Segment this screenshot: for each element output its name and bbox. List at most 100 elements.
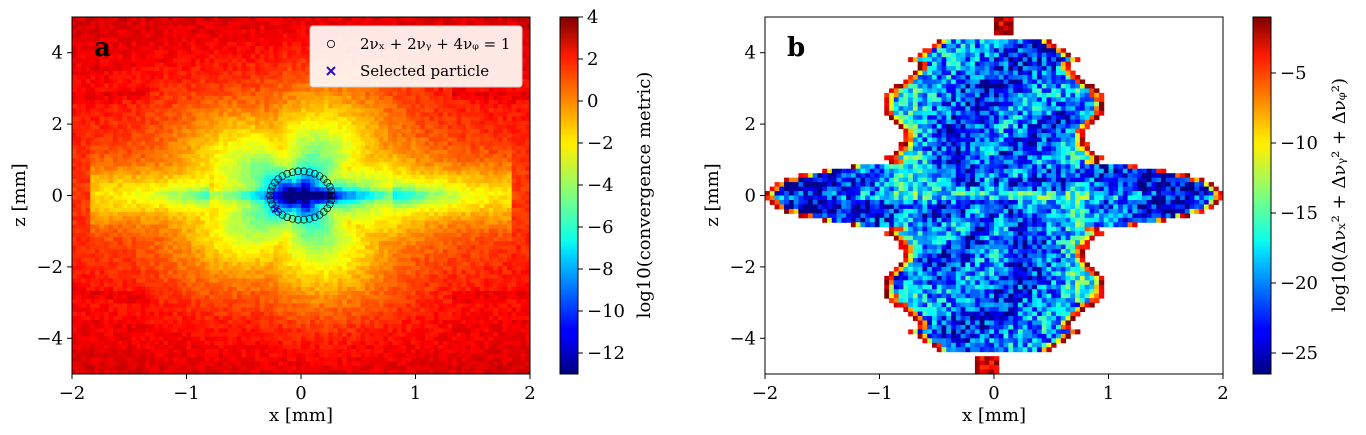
heatmap-cell (117, 162, 123, 168)
heatmap-cell (172, 100, 178, 105)
heatmap-cell (305, 228, 311, 234)
heatmap-cell (172, 365, 178, 371)
heatmap-cell (227, 79, 233, 85)
heatmap-cell (154, 286, 160, 292)
heatmap-cell (200, 274, 206, 280)
heatmap-cell (117, 199, 123, 205)
heatmap-cell (250, 220, 256, 226)
heatmap-cell (168, 120, 174, 126)
heatmap-cell (81, 25, 87, 31)
heatmap-cell (76, 46, 82, 51)
heatmap-cell (99, 133, 105, 138)
heatmap-cell (241, 79, 247, 85)
heatmap-cell (126, 133, 133, 138)
heatmap-cell (282, 203, 288, 209)
heatmap-cell (186, 315, 192, 321)
heatmap-cell (104, 228, 110, 234)
heatmap-cell (259, 361, 265, 367)
heatmap-cell (264, 232, 270, 238)
heatmap-cell (126, 353, 133, 358)
heatmap-cell (227, 199, 233, 205)
heatmap-cell (227, 104, 233, 109)
heatmap-cell (236, 70, 243, 76)
heatmap-cell (131, 120, 137, 126)
heatmap-cell (117, 245, 123, 251)
heatmap-cell (232, 87, 238, 93)
heatmap-cell (72, 46, 78, 51)
heatmap-cell (200, 340, 206, 346)
heatmap-cell (104, 54, 110, 60)
heatmap-cell (136, 87, 142, 93)
heatmap-cell (301, 120, 307, 126)
heatmap-cell (126, 290, 133, 296)
heatmap-cell (264, 149, 270, 155)
heatmap-cell (246, 70, 252, 76)
heatmap-cell (126, 21, 133, 26)
heatmap-cell (310, 183, 316, 188)
heatmap-cell (195, 100, 201, 105)
heatmap-cell (122, 100, 128, 105)
heatmap-cell (163, 332, 169, 338)
heatmap-cell (204, 62, 210, 68)
heatmap-cell (319, 369, 325, 374)
heatmap-cell (246, 274, 252, 280)
heatmap-cell (90, 237, 96, 242)
heatmap-cell (310, 191, 316, 197)
heatmap-cell (126, 145, 133, 151)
heatmap-cell (209, 357, 215, 363)
heatmap-cell (140, 50, 146, 55)
heatmap-cell (291, 112, 298, 118)
heatmap-cell (305, 286, 311, 292)
heatmap-cell (85, 290, 91, 296)
heatmap-cell (122, 266, 128, 271)
heatmap-cell (305, 187, 311, 192)
heatmap-cell (259, 199, 265, 205)
heatmap-cell (236, 46, 243, 51)
heatmap-cell (236, 29, 243, 35)
heatmap-cell (223, 100, 229, 105)
heatmap-cell (81, 75, 87, 80)
heatmap-cell (81, 237, 87, 242)
heatmap-cell (301, 108, 307, 114)
heatmap-cell (204, 299, 210, 305)
heatmap-cell (94, 207, 101, 213)
heatmap-cell (301, 270, 307, 275)
heatmap-cell (195, 220, 201, 226)
heatmap-cell (94, 183, 101, 188)
heatmap-cell (122, 220, 128, 226)
heatmap-cell (278, 282, 284, 288)
heatmap-cell (296, 216, 302, 222)
heatmap-cell (236, 149, 243, 155)
heatmap-cell (268, 37, 275, 43)
heatmap-cell (131, 361, 137, 367)
heatmap-cell (117, 365, 123, 371)
heatmap-cell (154, 162, 160, 168)
heatmap-cell (268, 95, 275, 101)
heatmap-cell (241, 328, 247, 334)
heatmap-cell (255, 166, 261, 172)
heatmap-cell (310, 270, 316, 275)
heatmap-cell (126, 266, 133, 271)
heatmap-cell (163, 21, 169, 26)
heatmap-cell (255, 369, 261, 374)
heatmap-cell (81, 183, 87, 188)
heatmap-cell (81, 253, 87, 259)
heatmap-cell (200, 286, 206, 292)
heatmap-cell (186, 299, 192, 305)
heatmap-cell (319, 158, 325, 163)
heatmap-cell (168, 145, 174, 151)
heatmap-cell (282, 158, 288, 163)
heatmap-cell (259, 66, 265, 72)
heatmap-cell (296, 83, 302, 89)
heatmap-cell (255, 137, 261, 143)
heatmap-cell (149, 278, 156, 284)
heatmap-cell (259, 95, 265, 101)
heatmap-cell (195, 25, 201, 31)
heatmap-cell (278, 158, 284, 163)
heatmap-cell (301, 311, 307, 317)
heatmap-cell (305, 278, 311, 284)
heatmap-cell (287, 124, 293, 130)
heatmap-cell (136, 286, 142, 292)
heatmap-cell (223, 41, 229, 47)
heatmap-cell (81, 344, 87, 350)
